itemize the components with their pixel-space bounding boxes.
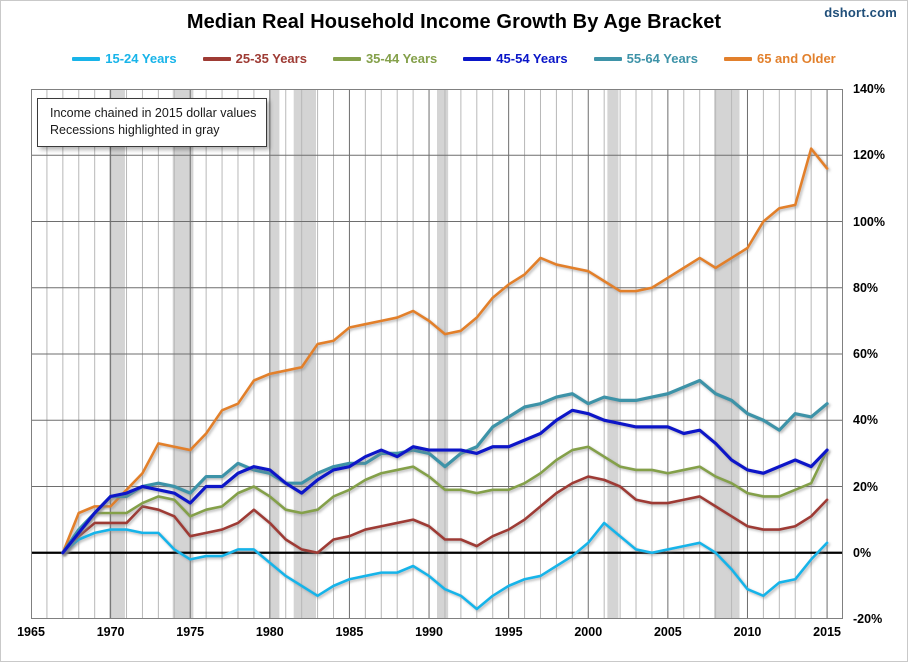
x-axis-tick-label: 2010 — [733, 625, 762, 639]
x-axis-tick-label: 2000 — [574, 625, 603, 639]
x-axis-tick-label: 2015 — [813, 625, 841, 639]
y-axis-tick-label: 120% — [853, 148, 885, 163]
y-axis-tick-label: 80% — [853, 280, 879, 295]
legend-swatch-icon — [202, 56, 231, 61]
annotation-line-2: Recessions highlighted in gray — [50, 122, 220, 137]
legend-label: 15-24 Years — [105, 51, 177, 66]
legend-item: 45-54 Years — [463, 51, 568, 66]
legend-swatch-icon — [72, 56, 101, 61]
x-axis-tick-label: 2005 — [653, 625, 682, 639]
legend-label: 25-35 Years — [235, 51, 307, 66]
legend-item: 35-44 Years — [332, 51, 438, 66]
annotation-box: Income chained in 2015 dollar values Rec… — [37, 98, 268, 147]
legend-swatch-icon — [723, 56, 752, 61]
x-axis-tick-label: 1965 — [17, 625, 45, 639]
line-chart-svg — [31, 89, 843, 619]
x-axis-tick-label: 1970 — [96, 625, 125, 639]
legend-swatch-icon — [593, 56, 622, 61]
series-line — [61, 378, 829, 555]
y-axis-tick-label: 20% — [853, 479, 879, 494]
y-axis-labels: 140% 120% 100% 80% 60% 40% 20% 0% -20% — [847, 82, 907, 626]
series-line — [61, 445, 829, 555]
series-line — [61, 408, 829, 555]
plot-area — [31, 89, 843, 619]
legend-label: 45-54 Years — [496, 51, 568, 66]
legend-item: 15-24 Years — [72, 51, 177, 66]
x-axis-labels: 1965 1970 1975 1980 1985 1990 1995 2000 2005 2010… — [17, 625, 843, 649]
x-axis-tick-label: 1995 — [494, 625, 523, 639]
x-axis-tick-label: 1990 — [415, 625, 443, 639]
legend-swatch-icon — [463, 56, 492, 61]
legend-label: 65 and Older — [756, 51, 836, 66]
series-line — [61, 475, 829, 555]
y-axis-tick-label: 0% — [853, 545, 872, 560]
legend-item: 65 and Older — [723, 51, 836, 66]
y-axis-tick-label: -20% — [853, 612, 883, 626]
page-title: Median Real Household Income Growth By A… — [186, 11, 722, 33]
x-axis-tick-label: 1985 — [335, 625, 364, 639]
series-line — [61, 521, 829, 611]
watermark: dshort.com — [824, 5, 897, 20]
legend-label: 35-44 Years — [365, 51, 438, 66]
y-axis-tick-label: 40% — [853, 413, 879, 428]
annotation-line-1: Income chained in 2015 dollar values — [50, 106, 257, 120]
plot-border — [31, 89, 843, 619]
y-axis-tick-label: 100% — [853, 214, 885, 229]
y-axis-tick-label: 140% — [853, 82, 885, 96]
legend-item: 55-64 Years — [593, 51, 698, 66]
legend-swatch-icon — [332, 56, 361, 61]
x-axis-tick-label: 1980 — [255, 625, 284, 639]
x-axis-tick-label: 1975 — [176, 625, 205, 639]
y-axis-tick-label: 60% — [853, 347, 879, 361]
legend-label: 55-64 Years — [626, 51, 698, 66]
series-line — [61, 147, 829, 555]
legend-item: 25-35 Years — [202, 51, 307, 66]
chart-legend: 15-24 Years 25-35 Years 35-44 Years 45-54 Y… — [1, 51, 907, 66]
data-series-group — [61, 147, 829, 611]
